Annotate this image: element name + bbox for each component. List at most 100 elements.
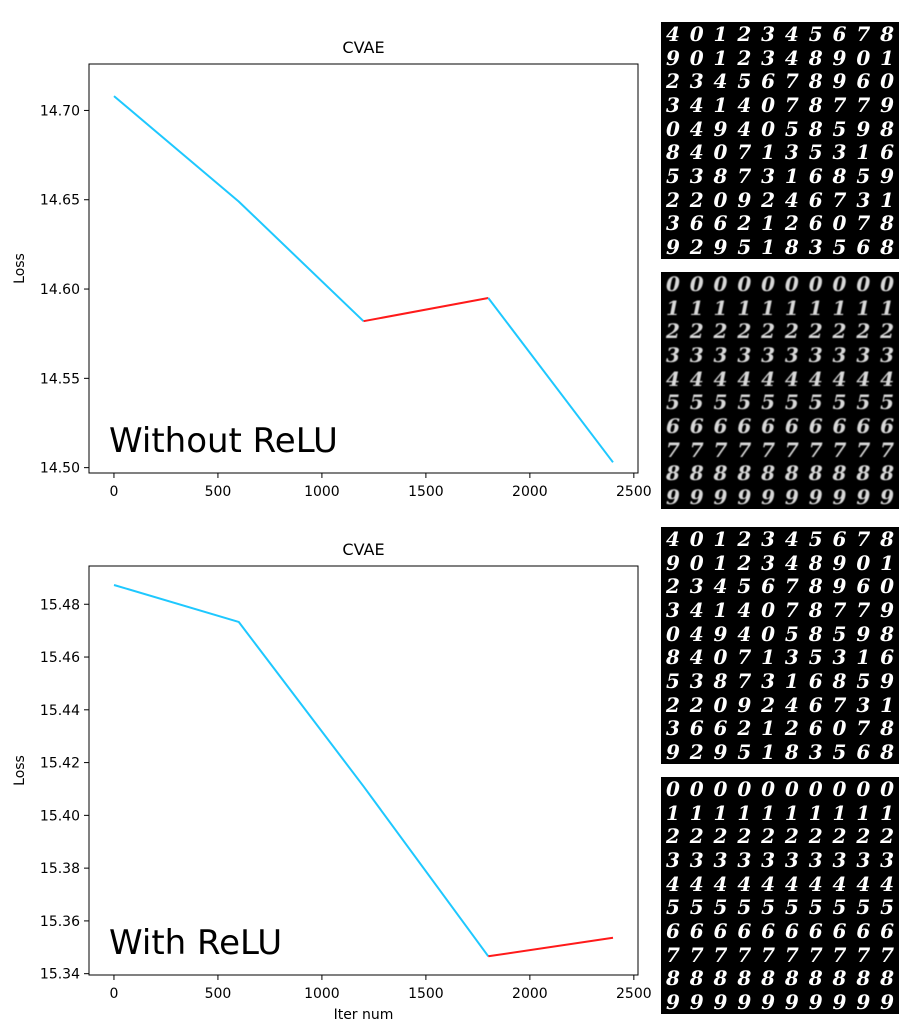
digit-cell: 4 <box>856 366 871 391</box>
digit-cell: 8 <box>880 116 895 141</box>
digit-cell: 1 <box>665 800 680 825</box>
digit-cell: 3 <box>689 342 704 367</box>
digit-cell: 5 <box>880 390 895 415</box>
digit-cell: 0 <box>808 272 823 296</box>
digit-cell: 8 <box>713 164 728 189</box>
digit-cell: 9 <box>808 990 823 1014</box>
digit-cell: 1 <box>761 740 776 764</box>
digit-cell: 9 <box>665 485 680 509</box>
digit-cell: 9 <box>832 574 847 599</box>
digit-cell: 4 <box>689 621 704 646</box>
digit-cell: 7 <box>832 437 847 462</box>
digit-cell: 4 <box>737 597 752 622</box>
digit-cell: 3 <box>737 847 752 872</box>
digit-cell: 5 <box>832 390 847 415</box>
digit-cell: 5 <box>784 390 799 415</box>
digit-cell: 1 <box>880 295 895 320</box>
digit-cell: 8 <box>832 966 847 991</box>
digit-cell: 4 <box>832 871 847 896</box>
digit-cell: 5 <box>737 895 752 920</box>
digit-cell: 6 <box>689 716 704 741</box>
digit-cell: 3 <box>856 187 871 212</box>
digit-cell: 0 <box>713 645 728 670</box>
digit-cell: 0 <box>856 272 871 296</box>
digit-cell: 1 <box>713 22 728 46</box>
digit-cell: 2 <box>665 187 680 212</box>
digit-cell: 5 <box>689 895 704 920</box>
digit-cell: 2 <box>880 319 895 344</box>
digit-cell: 1 <box>808 800 823 825</box>
digit-cell: 7 <box>880 942 895 967</box>
chart1-y-tick-label: 14.70 <box>40 103 80 119</box>
digit-cell: 8 <box>856 966 871 991</box>
digit-cell: 8 <box>808 116 823 141</box>
digit-cell: 2 <box>737 550 752 575</box>
digit-cell: 7 <box>713 437 728 462</box>
digit-cell: 9 <box>737 692 752 717</box>
digit-cell: 4 <box>689 871 704 896</box>
digit-cell: 7 <box>832 92 847 117</box>
digit-cell: 8 <box>784 966 799 991</box>
digit-cell: 0 <box>713 692 728 717</box>
digit-cell: 9 <box>784 485 799 509</box>
digit-cell: 9 <box>737 187 752 212</box>
digit-cell: 2 <box>761 319 776 344</box>
digit-cell: 4 <box>689 140 704 165</box>
digit-cell: 4 <box>784 550 799 575</box>
digit-cell: 1 <box>665 295 680 320</box>
digit-cell: 4 <box>665 871 680 896</box>
digit-cell: 9 <box>856 485 871 509</box>
digit-cell: 0 <box>689 777 704 801</box>
digit-cell: 9 <box>713 740 728 764</box>
digit-cell: 5 <box>832 116 847 141</box>
digit-cell: 6 <box>713 716 728 741</box>
digit-cell: 6 <box>808 669 823 694</box>
digit-cell: 5 <box>808 645 823 670</box>
digit-cell: 5 <box>808 527 823 551</box>
digit-cell: 3 <box>761 22 776 46</box>
digit-cell: 8 <box>784 740 799 764</box>
digit-cell: 0 <box>784 777 799 801</box>
digit-cell: 5 <box>737 235 752 259</box>
chart2-x-tick-label: 1000 <box>304 986 340 1002</box>
digit-cell: 8 <box>713 966 728 991</box>
chart2-y-tick-label: 15.46 <box>40 650 80 666</box>
digit-cell: 1 <box>832 800 847 825</box>
digit-cell: 9 <box>737 485 752 509</box>
digit-cell: 7 <box>856 527 871 551</box>
digit-cell: 2 <box>689 740 704 764</box>
digit-cell: 4 <box>784 45 799 70</box>
digit-cell: 3 <box>689 574 704 599</box>
digit-cell: 0 <box>856 45 871 70</box>
digit-cell: 2 <box>689 692 704 717</box>
digit-cell: 5 <box>880 895 895 920</box>
digit-cell: 4 <box>880 871 895 896</box>
digit-cell: 7 <box>856 716 871 741</box>
digit-cell: 2 <box>665 69 680 94</box>
digit-cell: 1 <box>880 800 895 825</box>
digit-cell: 3 <box>808 847 823 872</box>
digit-cell: 0 <box>689 550 704 575</box>
digit-cell: 7 <box>737 669 752 694</box>
digit-cell: 1 <box>856 140 871 165</box>
digit-cell: 5 <box>665 669 680 694</box>
chart2-axes-frame <box>88 565 639 976</box>
digit-cell: 5 <box>856 895 871 920</box>
digit-cell: 8 <box>665 966 680 991</box>
digit-cell: 3 <box>832 645 847 670</box>
digit-cell: 3 <box>856 342 871 367</box>
chart2-x-tick-label: 1500 <box>408 986 444 1002</box>
digit-cell: 9 <box>713 485 728 509</box>
digit-cell: 6 <box>761 574 776 599</box>
digit-cell: 6 <box>880 414 895 439</box>
digit-cell: 0 <box>880 574 895 599</box>
chart1-y-tick-label: 14.60 <box>40 282 80 298</box>
digit-cell: 1 <box>761 645 776 670</box>
digit-cell: 9 <box>832 550 847 575</box>
digit-cell: 9 <box>713 235 728 259</box>
